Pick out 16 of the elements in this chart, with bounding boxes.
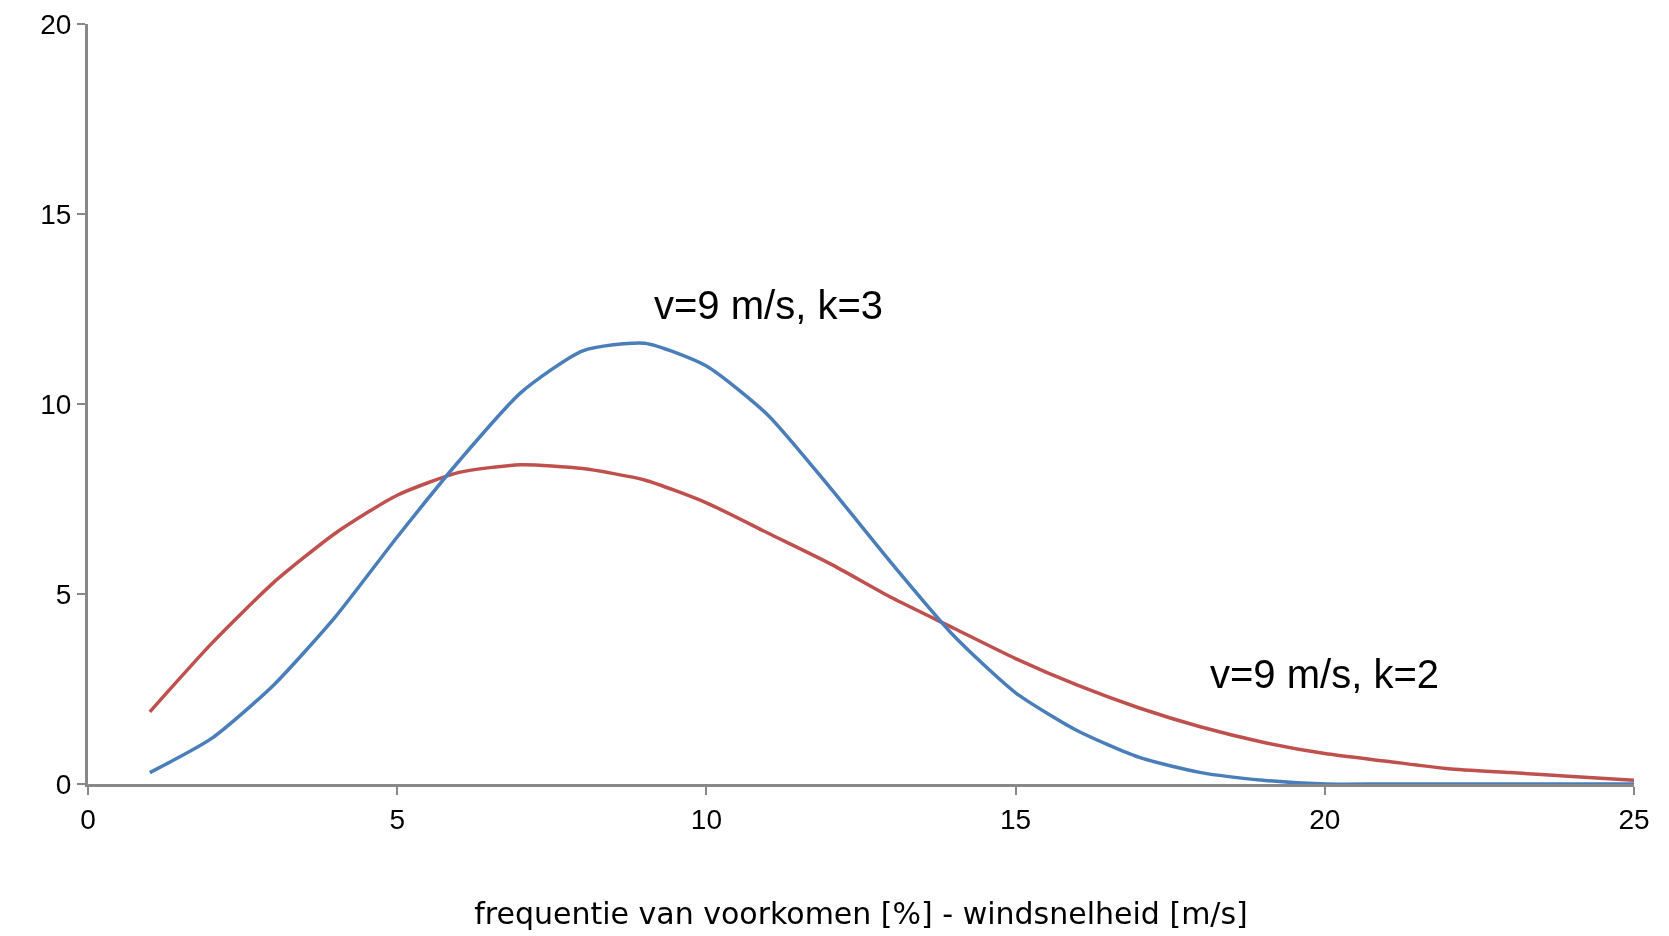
line-series [148,341,1634,784]
x-tick-label: 0 [80,803,96,835]
annotation: v=9 m/s, k=3 [654,283,883,327]
y-tick-label: 0 [55,768,72,800]
x-tick-label: 5 [389,803,405,835]
x-tick-label: 15 [1000,803,1032,835]
line-series [148,463,1634,782]
x-tick-label: 25 [1618,803,1650,835]
y-tick-label: 15 [40,198,72,230]
annotation: v=9 m/s, k=2 [1210,652,1439,696]
x-tick-label: 20 [1309,803,1341,835]
y-tick-label: 10 [40,388,72,420]
y-tick-label: 20 [40,8,72,40]
x-tick-label: 10 [690,803,722,835]
y-tick-label: 5 [55,578,72,610]
x-axis-title: frequentie van voorkomen [%] - windsnelheid [m/s] [474,896,1248,932]
